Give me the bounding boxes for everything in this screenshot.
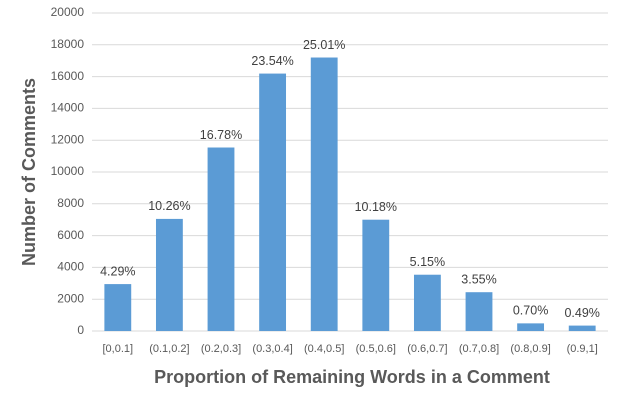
y-tick-label: 0	[77, 323, 84, 337]
x-axis-title: Proportion of Remaining Words in a Comme…	[154, 367, 550, 387]
bar	[207, 147, 235, 331]
y-tick-label: 12000	[51, 132, 85, 146]
x-tick-label: (0.6,0.7]	[407, 343, 447, 355]
bar	[517, 323, 545, 331]
bar	[413, 274, 441, 331]
bar-annotation: 3.55%	[461, 273, 496, 287]
y-tick-label: 20000	[51, 5, 85, 19]
y-tick-label: 16000	[51, 69, 85, 83]
bar-annotation: 10.18%	[355, 200, 397, 214]
y-tick-label: 2000	[57, 291, 84, 305]
x-tick-label: (0.3,0.4]	[252, 343, 292, 355]
bar	[568, 325, 596, 331]
bar-annotation: 4.29%	[100, 264, 135, 278]
bar	[259, 73, 287, 331]
x-tick-label: (0.1,0.2]	[149, 343, 189, 355]
x-tick-label: (0.4,0.5]	[304, 343, 344, 355]
x-tick-label: (0.2,0.3]	[201, 343, 241, 355]
x-tick-label: [0,0.1]	[103, 343, 134, 355]
bar	[104, 284, 132, 331]
bar	[155, 218, 183, 331]
y-tick-label: 14000	[51, 101, 85, 115]
bar	[465, 292, 493, 331]
x-tick-label: (0.8,0.9]	[510, 343, 550, 355]
y-tick-label: 8000	[57, 196, 84, 210]
bar-annotation: 10.26%	[148, 199, 190, 213]
bar-annotation: 25.01%	[303, 38, 345, 52]
bar-annotation: 23.54%	[251, 54, 293, 68]
bar	[362, 219, 390, 331]
y-tick-label: 10000	[51, 164, 85, 178]
y-axis-title: Number of Comments	[19, 78, 39, 266]
bar-annotation: 5.15%	[410, 255, 445, 269]
bar-annotation: 16.78%	[200, 128, 242, 142]
bar-annotation: 0.70%	[513, 304, 548, 318]
y-tick-label: 6000	[57, 228, 84, 242]
bar	[310, 57, 338, 332]
bar-annotation: 0.49%	[564, 306, 599, 320]
y-tick-label: 4000	[57, 260, 84, 274]
y-tick-label: 18000	[51, 37, 85, 51]
x-tick-label: (0.5,0.6]	[356, 343, 396, 355]
x-tick-label: (0.7,0.8]	[459, 343, 499, 355]
x-tick-label: (0.9,1]	[567, 343, 598, 355]
